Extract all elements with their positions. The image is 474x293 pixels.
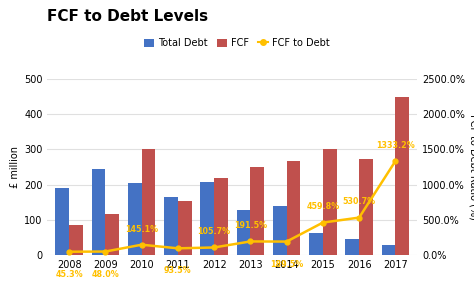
- Bar: [287, 161, 301, 255]
- Y-axis label: £ million: £ million: [10, 146, 20, 188]
- FCF to Debt: [320, 221, 326, 224]
- Text: 191.5%: 191.5%: [234, 221, 267, 230]
- Bar: [178, 202, 191, 255]
- Bar: [214, 178, 228, 255]
- FCF to Debt: [211, 246, 217, 249]
- Bar: [55, 188, 69, 255]
- Bar: [142, 149, 155, 255]
- FCF to Debt: [102, 250, 108, 253]
- Text: 189.5%: 189.5%: [270, 260, 303, 269]
- Bar: [359, 159, 373, 255]
- FCF to Debt: [284, 240, 290, 243]
- Bar: [164, 197, 178, 255]
- Bar: [69, 225, 83, 255]
- FCF to Debt: [392, 159, 398, 163]
- FCF to Debt: [66, 250, 72, 253]
- Bar: [346, 239, 359, 255]
- Bar: [250, 167, 264, 255]
- Legend: Total Debt, FCF, FCF to Debt: Total Debt, FCF, FCF to Debt: [140, 34, 334, 52]
- Text: 45.3%: 45.3%: [55, 270, 83, 279]
- Bar: [395, 97, 409, 255]
- Text: 1333.2%: 1333.2%: [376, 141, 415, 150]
- Bar: [128, 183, 142, 255]
- Bar: [91, 169, 105, 255]
- Text: 48.0%: 48.0%: [91, 270, 119, 279]
- FCF to Debt: [247, 240, 253, 243]
- Y-axis label: FCF to Debt Ratio (%): FCF to Debt Ratio (%): [469, 114, 474, 220]
- Text: FCF to Debt Levels: FCF to Debt Levels: [47, 9, 209, 24]
- FCF to Debt: [356, 216, 362, 219]
- FCF to Debt: [175, 247, 181, 250]
- Text: 105.7%: 105.7%: [198, 227, 231, 236]
- Bar: [201, 182, 214, 255]
- Text: 93.5%: 93.5%: [164, 266, 191, 275]
- Line: FCF to Debt: FCF to Debt: [67, 159, 398, 254]
- Bar: [105, 214, 119, 255]
- Text: 459.8%: 459.8%: [306, 202, 339, 212]
- Bar: [237, 210, 250, 255]
- Bar: [309, 233, 323, 255]
- Text: 145.1%: 145.1%: [125, 225, 158, 234]
- Bar: [323, 149, 337, 255]
- FCF to Debt: [139, 243, 145, 246]
- Bar: [382, 245, 395, 255]
- Text: 530.7%: 530.7%: [343, 197, 376, 207]
- Bar: [273, 206, 287, 255]
